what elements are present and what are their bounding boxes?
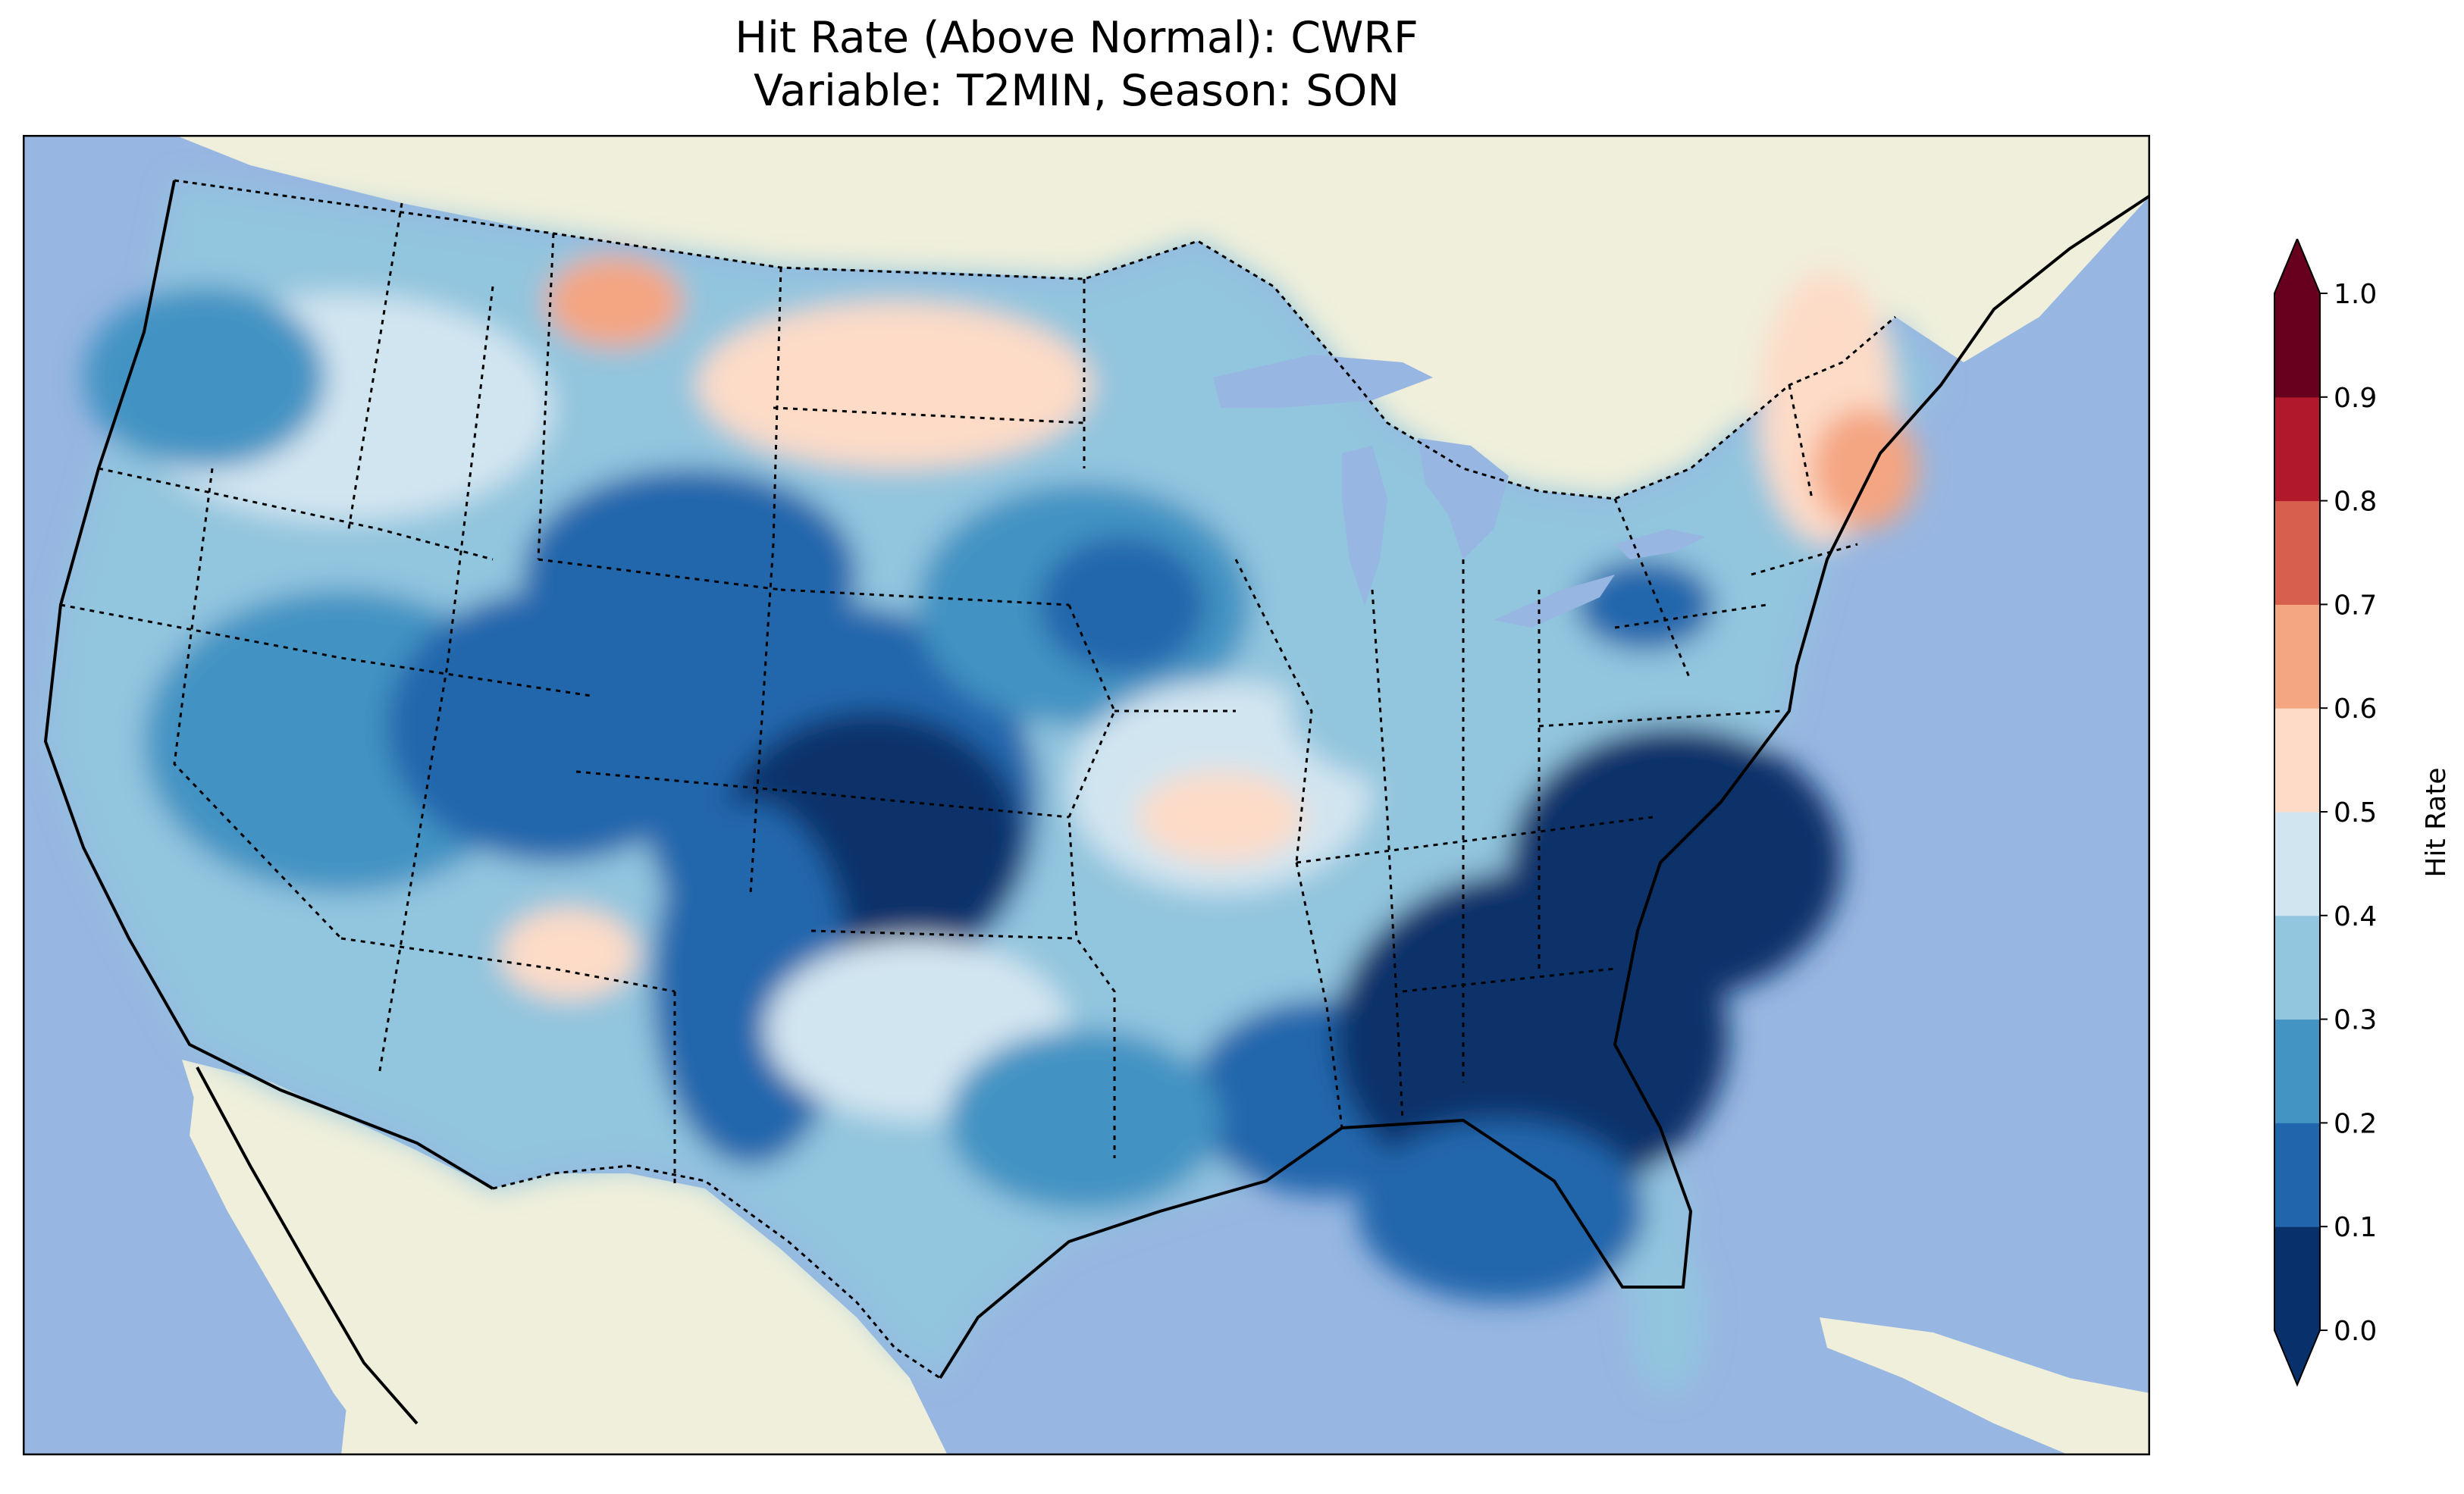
colorbar-segment: [2274, 293, 2320, 398]
land-canada: [174, 135, 2150, 499]
colorbar-segment: [2274, 1226, 2320, 1331]
chart-title-line1: Hit Rate (Above Normal): CWRF: [735, 13, 1419, 63]
colorbar-segment: [2274, 500, 2320, 605]
colorbar-tick-label: 0.8: [2334, 487, 2377, 518]
colorbar: 0.0 0.1 0.2 0.3 0.4 0.5 0.6 0.7 0.8 0.9 1.0 Hit Ra…: [2274, 239, 2449, 1387]
colorbar-tick-label: 0.0: [2334, 1316, 2377, 1347]
colorbar-tick-label: 1.0: [2334, 279, 2377, 310]
colorbar-extend-max: [2274, 239, 2320, 293]
colorbar-segment: [2274, 708, 2320, 813]
colorbar-tick-label: 0.2: [2334, 1108, 2377, 1139]
colorbar-segment: [2274, 812, 2320, 916]
chart-title-line2: Variable: T2MIN, Season: SON: [754, 66, 1400, 116]
lake-superior: [1213, 355, 1433, 408]
lake-michigan: [1342, 446, 1387, 605]
colorbar-tick-label: 0.3: [2334, 1005, 2377, 1036]
lake-erie: [1494, 575, 1615, 628]
country-border: [174, 179, 1896, 1380]
colorbar-tick-label: 0.7: [2334, 590, 2377, 621]
colorbar-segment: [2274, 396, 2320, 502]
state-borders: [60, 202, 1858, 1189]
lake-ontario: [1615, 529, 1706, 559]
land-mexico: [182, 1060, 948, 1455]
colorbar-segment: [2274, 1123, 2320, 1227]
colorbar-tick-label: 0.6: [2334, 694, 2377, 725]
colorbar-tick-label: 0.1: [2334, 1212, 2377, 1243]
colorbar-segments: [2274, 239, 2321, 1387]
colorbar-segment: [2274, 1019, 2320, 1123]
colorbar-segment: [2274, 604, 2320, 709]
colorbar-extend-min: [2274, 1330, 2320, 1385]
colorbar-ticks: 0.0 0.1 0.2 0.3 0.4 0.5 0.6 0.7 0.8 0.9 1.0: [2320, 279, 2377, 1347]
lake-huron: [1418, 438, 1509, 559]
coastlines: [43, 180, 2150, 1425]
colorbar-tick-label: 0.4: [2334, 901, 2377, 932]
colorbar-tick-label: 0.5: [2334, 797, 2377, 828]
colorbar-tick-label: 0.9: [2334, 383, 2377, 414]
colorbar-label: Hit Rate: [2421, 767, 2449, 877]
colorbar-segment: [2274, 915, 2320, 1020]
land-cuba: [1820, 1317, 2150, 1455]
map-panel: [23, 135, 2150, 1455]
land-baja: [190, 1067, 432, 1455]
